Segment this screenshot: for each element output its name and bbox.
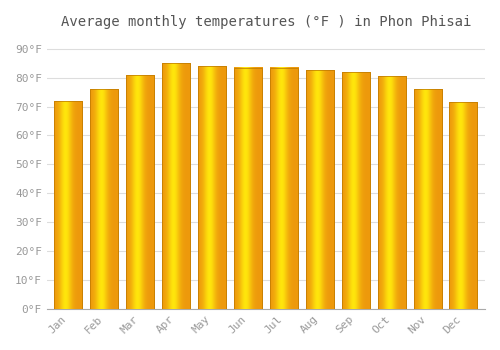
Bar (270, 68, 298, 309)
Bar (270, 68, 298, 309)
Bar (198, 66, 226, 309)
Bar (378, 76, 406, 309)
Bar (126, 75, 154, 309)
Bar (54, 101, 82, 309)
Bar (414, 89, 442, 309)
Bar (234, 68, 262, 309)
Bar (90, 89, 118, 309)
Bar (162, 63, 190, 309)
Bar (306, 70, 334, 309)
Bar (450, 102, 477, 309)
Bar (378, 76, 406, 309)
Bar (126, 75, 154, 309)
Title: Average monthly temperatures (°F ) in Phon Phisai: Average monthly temperatures (°F ) in Ph… (60, 15, 471, 29)
Bar (450, 102, 477, 309)
Bar (54, 101, 82, 309)
Bar (162, 63, 190, 309)
Bar (414, 89, 442, 309)
Bar (198, 66, 226, 309)
Bar (342, 72, 369, 309)
Bar (234, 68, 262, 309)
Bar (342, 72, 369, 309)
Bar (90, 89, 118, 309)
Bar (306, 70, 334, 309)
